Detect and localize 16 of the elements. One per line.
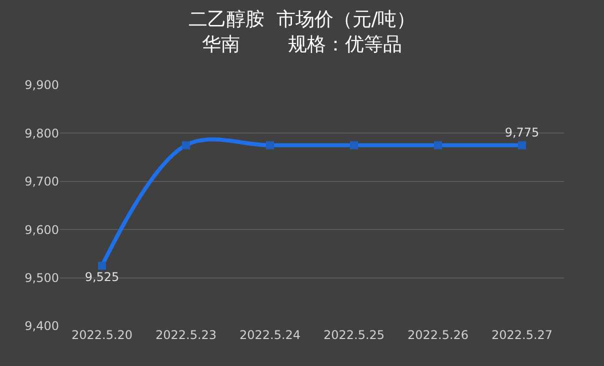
- chart-title: 二乙醇胺 市场价（元/吨）: [188, 8, 416, 31]
- y-tick-label: 9,500: [24, 271, 59, 285]
- x-tick-label: 2022.5.20: [71, 328, 133, 342]
- x-tick-label: 2022.5.27: [491, 328, 553, 342]
- x-tick-label: 2022.5.25: [323, 328, 385, 342]
- y-tick-label: 9,900: [24, 78, 59, 92]
- y-tick-label: 9,400: [24, 319, 59, 334]
- x-tick-label: 2022.5.24: [239, 328, 301, 342]
- y-tick-label: 9,700: [24, 174, 59, 189]
- data-label: 9,775: [504, 125, 540, 140]
- x-tick-label: 2022.5.23: [155, 328, 217, 342]
- chart-subtitle: 华南 规格：优等品: [202, 33, 402, 56]
- y-tick-label: 9,800: [24, 126, 59, 140]
- y-tick-label: 9,600: [24, 222, 59, 237]
- x-tick-label: 2022.5.26: [407, 328, 469, 342]
- data-label: 9,525: [84, 270, 120, 284]
